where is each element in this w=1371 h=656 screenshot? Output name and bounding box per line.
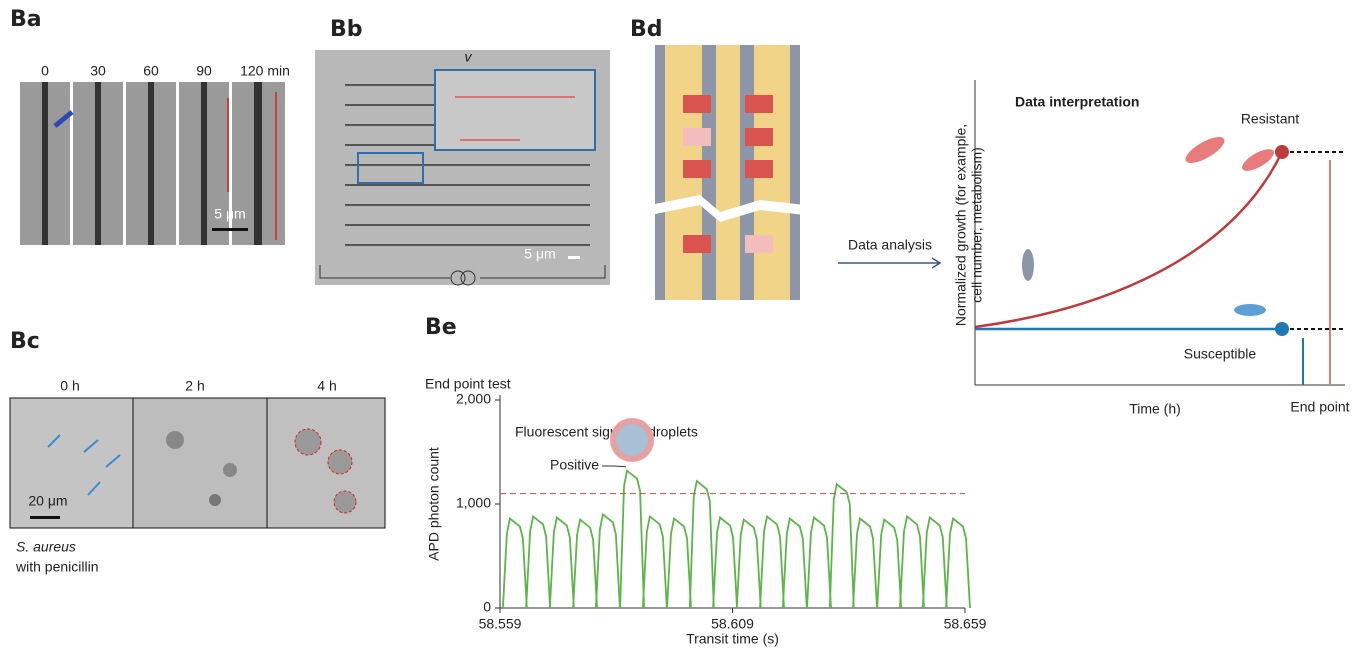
panel-label: Be	[425, 315, 457, 340]
droplet-signal	[853, 519, 877, 608]
plot-title: Data interpretation	[1015, 94, 1139, 110]
time-label: 4 h	[317, 378, 336, 394]
chart-title: Fluorescent signal of droplets	[515, 424, 698, 440]
droplet-signal	[923, 518, 947, 608]
annotation: Positive	[550, 457, 599, 473]
figure: Ba 0 30 60 90 120 min 5 μm Bb v 5 μm Bd …	[0, 0, 1371, 651]
droplet-signal	[643, 516, 667, 608]
droplet-signal	[807, 518, 831, 608]
x-tick-label: 58.659	[944, 616, 987, 632]
caption: S. aureus	[16, 539, 76, 555]
time-label: 90	[196, 63, 212, 79]
droplet-signal	[830, 484, 854, 608]
droplet-signal	[713, 518, 737, 608]
y-label: Normalized growth (for example,	[953, 124, 969, 326]
scale-label: 5 μm	[214, 206, 245, 222]
droplet-signal	[760, 516, 784, 608]
droplet-icon	[616, 424, 648, 456]
bd-chip	[650, 45, 805, 300]
droplet-signal	[900, 516, 924, 608]
panel-label: Ba	[10, 7, 42, 32]
x-tick-label: 58.559	[479, 616, 522, 632]
annotation: Resistant	[1241, 111, 1299, 127]
droplet-signal	[596, 514, 620, 608]
droplet-signal	[877, 520, 901, 608]
caption: with penicillin	[15, 559, 98, 575]
time-label: 60	[143, 63, 159, 79]
droplet-signal	[503, 519, 527, 608]
ba-times: 0 30 60 90 120 min	[41, 63, 290, 79]
arrow-label: Data analysis	[848, 237, 932, 253]
panel-label: Bc	[10, 329, 40, 354]
panel-label: Bd	[630, 17, 663, 42]
flow-label: v	[465, 49, 473, 65]
bb-image	[315, 50, 610, 285]
subtitle: End point test	[425, 376, 511, 392]
droplet-signal	[620, 471, 644, 608]
y-label: cell number, metabolism)	[969, 147, 985, 303]
chart: Fluorescent signal of droplets APD photon…	[426, 391, 987, 647]
droplet-signal	[573, 520, 597, 608]
y-tick-label: 0	[483, 599, 491, 615]
y-tick-label: 2,000	[456, 391, 491, 407]
time-label: 120 min	[240, 63, 290, 79]
time-label: 0 h	[60, 378, 79, 394]
annotation: End point	[1290, 399, 1349, 415]
droplet-signal	[526, 516, 550, 608]
annotation: Susceptible	[1184, 346, 1257, 362]
droplet-signal	[550, 518, 574, 608]
scale-label: 20 μm	[28, 493, 67, 509]
x-label: Time (h)	[1129, 401, 1181, 417]
droplet-signal	[783, 519, 807, 608]
droplet-signal	[737, 520, 761, 608]
annotation-leader	[602, 466, 626, 467]
scale-label: 5 μm	[524, 246, 555, 262]
droplet-signal	[946, 519, 970, 608]
droplet-signal	[690, 481, 714, 608]
y-label: APD photon count	[426, 447, 442, 561]
panel-label: Bb	[330, 17, 363, 42]
time-label: 0	[41, 63, 49, 79]
time-label: 30	[90, 63, 106, 79]
time-label: 2 h	[185, 378, 204, 394]
x-label: Transit time (s)	[686, 631, 779, 647]
y-tick-label: 1,000	[456, 495, 491, 511]
droplet-signal	[667, 519, 691, 608]
arrow	[838, 258, 940, 268]
x-tick-label: 58.609	[711, 616, 754, 632]
